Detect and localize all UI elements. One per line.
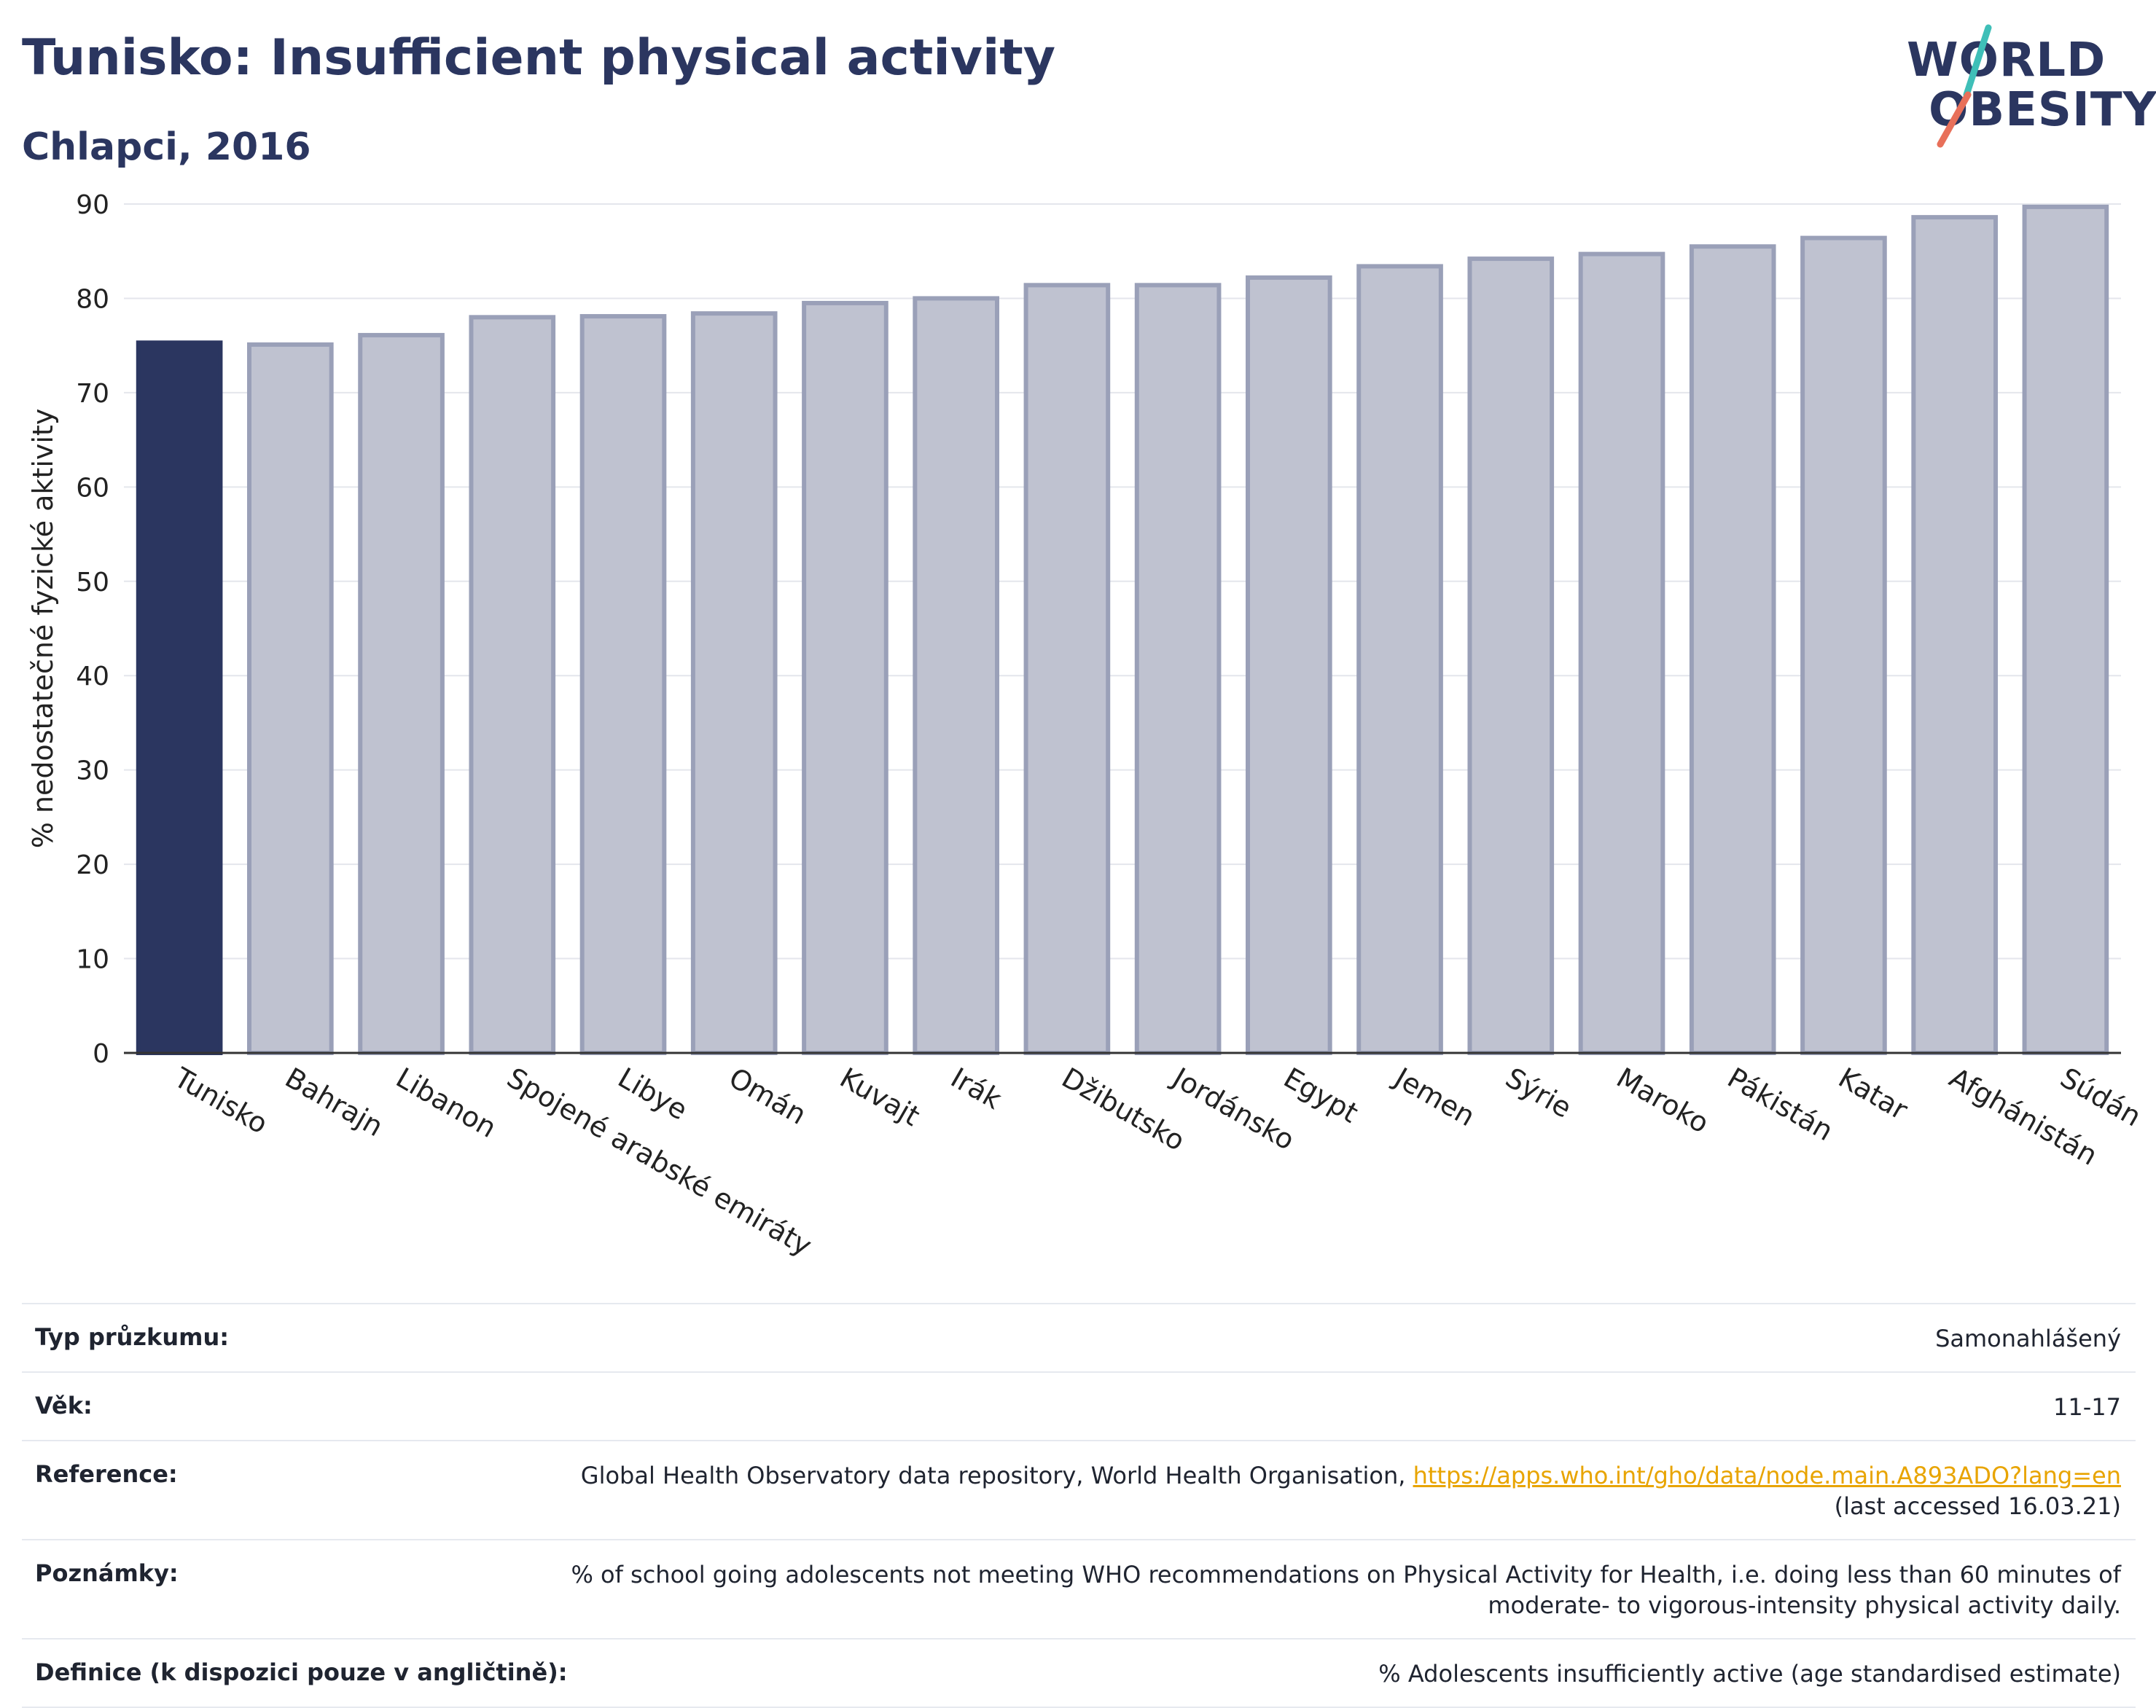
chart-subtitle: Chlapci, 2016 — [22, 125, 311, 169]
bar — [2022, 204, 2109, 1056]
meta-value: 11-17 — [2053, 1393, 2121, 1421]
meta-label: Definice (k dispozici pouze v angličtině… — [35, 1658, 568, 1686]
y-tick-label: 30 — [76, 756, 109, 786]
metadata-table: Typ průzkumu: Samonahlášený Věk: 11-17 R… — [22, 1303, 2136, 1708]
bar — [913, 296, 999, 1055]
x-tick-label: Egypt — [1278, 1062, 1364, 1129]
x-tick-label: Pákistán — [1722, 1062, 1839, 1148]
meta-row-age: Věk: 11-17 — [22, 1371, 2136, 1440]
meta-label: Poznámky: — [35, 1559, 179, 1587]
y-tick-label: 90 — [76, 190, 109, 220]
x-tick-label: Maroko — [1612, 1062, 1715, 1140]
y-tick-label: 80 — [76, 284, 109, 314]
logo-line1: WORLD — [1907, 34, 2106, 87]
x-tick-label: Libanon — [391, 1062, 501, 1144]
reference-link[interactable]: https://apps.who.int/gho/data/node.main.… — [1413, 1462, 2121, 1489]
meta-row-reference: Reference: Global Health Observatory dat… — [22, 1440, 2136, 1539]
bar — [1578, 251, 1665, 1055]
bar — [1246, 275, 1332, 1055]
bar-chart: 0 10 20 30 40 50 60 70 80 90 % nedostatečné fyzick… — [27, 190, 2147, 1262]
y-tick-label: 20 — [76, 850, 109, 880]
meta-label: Typ průzkumu: — [35, 1323, 230, 1351]
x-tick-label: Jemen — [1388, 1061, 1480, 1133]
bar — [1911, 215, 1998, 1056]
x-tick-label: Tunisko — [168, 1061, 273, 1140]
bar — [802, 300, 888, 1056]
bar — [1356, 264, 1443, 1055]
y-tick-label: 70 — [76, 379, 109, 409]
x-tick-label: Katar — [1833, 1062, 1913, 1127]
reference-accessed: (last accessed 16.03.21) — [1834, 1492, 2121, 1520]
bar — [1134, 283, 1222, 1055]
bar — [579, 314, 667, 1056]
x-tick-label: Libye — [613, 1062, 693, 1127]
x-tick-label: Kuvajt — [835, 1062, 925, 1132]
bar — [136, 340, 223, 1056]
meta-value: Samonahlášený — [1935, 1325, 2121, 1352]
y-axis-label: % nedostatečné fyzické aktivity — [27, 409, 59, 849]
y-tick-label: 0 — [93, 1039, 109, 1069]
chart-title: Tunisko: Insufficient physical activity — [22, 29, 1056, 87]
x-tick-label: Súdán — [2055, 1062, 2147, 1133]
bar — [1023, 283, 1111, 1055]
bar — [690, 311, 778, 1055]
bar — [247, 342, 334, 1056]
bar — [1467, 256, 1555, 1056]
meta-label: Reference: — [35, 1460, 178, 1488]
x-tick-label: Jordánsko — [1166, 1061, 1300, 1156]
meta-value: % of school going adolescents not meetin… — [571, 1561, 2121, 1619]
meta-label: Věk: — [35, 1392, 93, 1419]
x-tick-label: Omán — [724, 1062, 812, 1131]
bar — [1689, 244, 1776, 1055]
meta-value: Global Health Observatory data repositor… — [581, 1460, 2121, 1521]
bar — [358, 332, 445, 1055]
bar — [469, 315, 556, 1056]
x-tick-label: Irák — [945, 1062, 1007, 1116]
y-tick-label: 60 — [76, 473, 109, 503]
meta-value: % Adolescents insufficiently active (age… — [1378, 1660, 2121, 1688]
y-tick-label: 10 — [76, 945, 109, 975]
logo-slash-icon — [1937, 24, 1992, 148]
x-tick-label: Džibutsko — [1056, 1062, 1190, 1157]
y-tick-label: 40 — [76, 662, 109, 692]
world-obesity-logo: WORLD OBESITY — [1902, 22, 2156, 153]
x-tick-label: Bahrajn — [280, 1062, 388, 1143]
reference-text: Global Health Observatory data repositor… — [580, 1462, 1413, 1489]
meta-row-survey-type: Typ průzkumu: Samonahlášený — [22, 1303, 2136, 1371]
meta-row-definition: Definice (k dispozici pouze v angličtině… — [22, 1638, 2136, 1708]
bar — [1800, 235, 1887, 1056]
meta-row-notes: Poznámky: % of school going adolescents … — [22, 1539, 2136, 1638]
x-tick-label: Sýrie — [1500, 1062, 1577, 1124]
y-tick-label: 50 — [76, 568, 109, 598]
